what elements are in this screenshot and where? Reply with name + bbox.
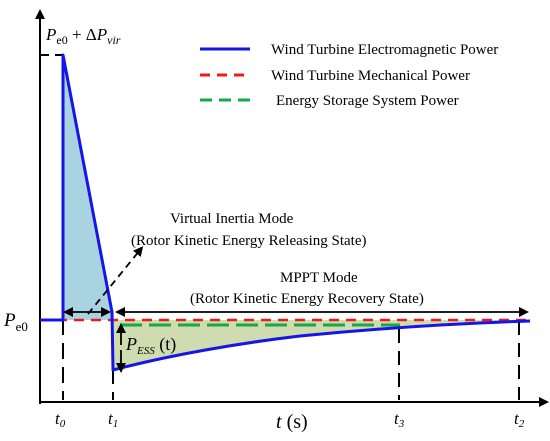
legend: Wind Turbine Electromagnetic Power Wind … xyxy=(200,42,498,109)
legend-label-electromagnetic: Wind Turbine Electromagnetic Power xyxy=(271,42,498,58)
virtual-inertia-mode-state: (Rotor Kinetic Energy Releasing State) xyxy=(131,233,367,249)
recovery-energy-area xyxy=(112,320,530,370)
virtual-inertia-mode-title: Virtual Inertia Mode xyxy=(170,211,294,227)
legend-label-ess: Energy Storage System Power xyxy=(276,93,459,109)
y-peak-label: Pe0 + ΔPvir xyxy=(45,25,121,47)
mppt-mode-title: MPPT Mode xyxy=(280,270,358,286)
electromagnetic-power-curve xyxy=(40,53,531,372)
pess-label: PESS (t) xyxy=(125,334,176,357)
virtual-inertia-pointer xyxy=(87,246,144,315)
x-tick-t3: t3 xyxy=(394,409,405,430)
mppt-mode-state: (Rotor Kinetic Energy Recovery State) xyxy=(190,291,424,307)
x-tick-t1: t1 xyxy=(108,409,118,430)
x-tick-t0: t0 xyxy=(55,409,66,430)
y-base-label: Pe0 xyxy=(3,310,28,334)
x-tick-t2: t2 xyxy=(514,409,525,430)
x-axis-label: t (s) xyxy=(276,411,308,433)
legend-label-mechanical: Wind Turbine Mechanical Power xyxy=(271,68,470,84)
